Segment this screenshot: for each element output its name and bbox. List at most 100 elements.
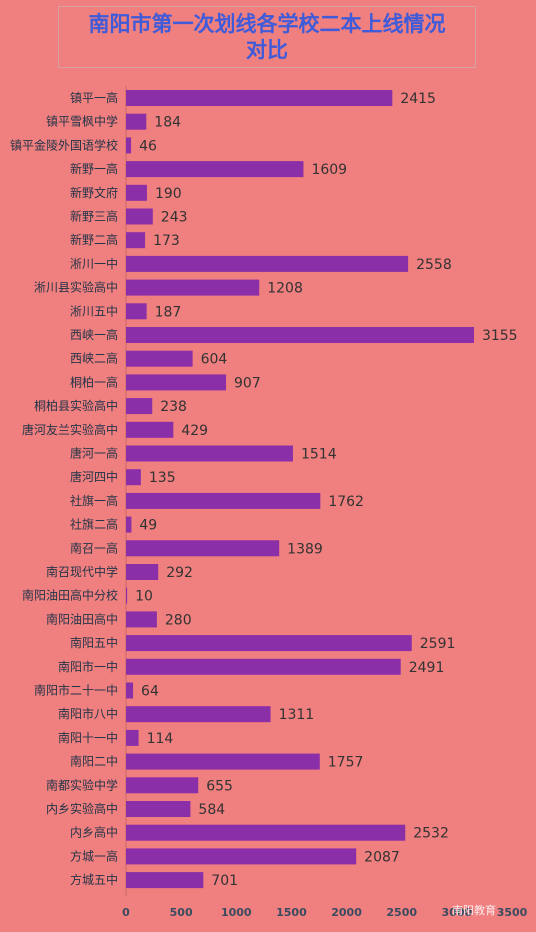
bar [126, 374, 227, 391]
value-label: 184 [154, 115, 181, 131]
value-label: 584 [198, 802, 225, 818]
category-label: 南阳市一中 [58, 659, 118, 674]
value-label: 701 [211, 873, 238, 889]
bar [126, 255, 409, 272]
bar [126, 161, 304, 178]
bar [126, 753, 320, 770]
value-label: 135 [149, 470, 176, 486]
bar [126, 113, 147, 130]
chart-title-line2: 对比 [246, 37, 288, 62]
bar [126, 635, 412, 652]
value-label: 907 [234, 375, 261, 391]
bar [126, 682, 134, 699]
bar [126, 540, 280, 557]
category-label: 南阳油田高中分校 [22, 588, 118, 603]
category-label: 南阳二中 [70, 754, 118, 769]
bar [126, 611, 157, 628]
bar [126, 801, 191, 817]
category-label: 内乡实验高中 [46, 801, 118, 816]
x-tick-label: 2500 [386, 906, 417, 919]
category-label: 南阳市八中 [58, 706, 118, 721]
value-label: 2491 [409, 660, 445, 676]
category-label: 桐柏一高 [70, 374, 118, 389]
bar [126, 90, 393, 106]
x-tick-label: 3500 [497, 906, 528, 919]
bar [126, 327, 474, 343]
x-tick-label: 2000 [331, 906, 362, 919]
bar [126, 469, 141, 486]
value-label: 2591 [420, 636, 456, 652]
bar [126, 350, 193, 367]
value-label: 1514 [301, 447, 337, 463]
category-label: 淅川五中 [70, 303, 118, 318]
bar [126, 137, 132, 154]
bar [126, 303, 147, 320]
value-label: 1208 [267, 281, 303, 297]
bar [126, 777, 199, 794]
category-label: 南阳市二十一中 [34, 683, 118, 698]
value-label: 49 [139, 518, 157, 534]
value-label: 1762 [328, 494, 364, 510]
category-label: 方城五中 [70, 872, 118, 887]
category-label: 唐河一高 [70, 446, 118, 461]
bar [126, 208, 153, 225]
bar [126, 587, 128, 604]
value-label: 243 [161, 210, 188, 226]
chart-title: 南阳市第一次划线各学校二本上线情况 对比 [58, 6, 476, 68]
bar [126, 232, 146, 249]
value-label: 429 [181, 423, 208, 439]
bar [126, 421, 174, 438]
value-label: 2558 [416, 257, 452, 273]
value-label: 655 [206, 778, 233, 794]
value-label: 292 [166, 565, 193, 581]
bar [126, 398, 153, 415]
value-label: 173 [153, 233, 180, 249]
category-label: 南阳五中 [70, 635, 118, 650]
bar [126, 184, 147, 201]
x-tick-label: 0 [122, 906, 130, 919]
value-label: 10 [135, 589, 153, 605]
category-label: 桐柏县实验高中 [34, 398, 118, 413]
bar [126, 824, 406, 841]
bar [126, 445, 293, 462]
bar [126, 706, 271, 723]
category-label: 淅川一中 [70, 256, 118, 271]
bar [126, 848, 357, 865]
category-label: 社旗二高 [70, 517, 118, 532]
bar [126, 564, 159, 580]
value-label: 1311 [279, 707, 315, 723]
value-label: 190 [155, 186, 182, 202]
x-tick-label: 3000 [442, 906, 473, 919]
bar [126, 729, 139, 746]
category-label: 新野一高 [70, 161, 118, 176]
value-label: 46 [139, 138, 157, 154]
value-label: 2415 [400, 91, 436, 107]
category-label: 镇平金陵外国语学校 [10, 137, 118, 152]
category-label: 方城一高 [70, 848, 118, 863]
bar [126, 658, 401, 675]
category-label: 镇平一高 [70, 90, 118, 105]
bar [126, 516, 132, 533]
value-label: 2532 [413, 826, 449, 842]
value-label: 604 [201, 352, 228, 368]
value-label: 1389 [287, 541, 323, 557]
category-label: 内乡高中 [70, 825, 118, 840]
category-label: 西峡一高 [70, 327, 118, 342]
value-label: 238 [160, 399, 187, 415]
watermark: 南阳教育 [452, 904, 496, 917]
category-label: 新野文府 [70, 185, 118, 200]
category-label: 西峡二高 [70, 351, 118, 366]
category-label: 镇平雪枫中学 [46, 114, 118, 129]
value-label: 3155 [482, 328, 518, 344]
x-tick-label: 1500 [276, 906, 307, 919]
category-label: 新野二高 [70, 232, 118, 247]
bar [126, 279, 260, 296]
category-label: 南都实验中学 [46, 777, 118, 792]
category-label: 社旗一高 [70, 493, 118, 508]
bar [126, 872, 204, 889]
value-label: 1609 [311, 162, 347, 178]
value-label: 2087 [364, 849, 400, 865]
x-tick-label: 1000 [221, 906, 252, 919]
category-label: 南召现代中学 [46, 564, 118, 579]
